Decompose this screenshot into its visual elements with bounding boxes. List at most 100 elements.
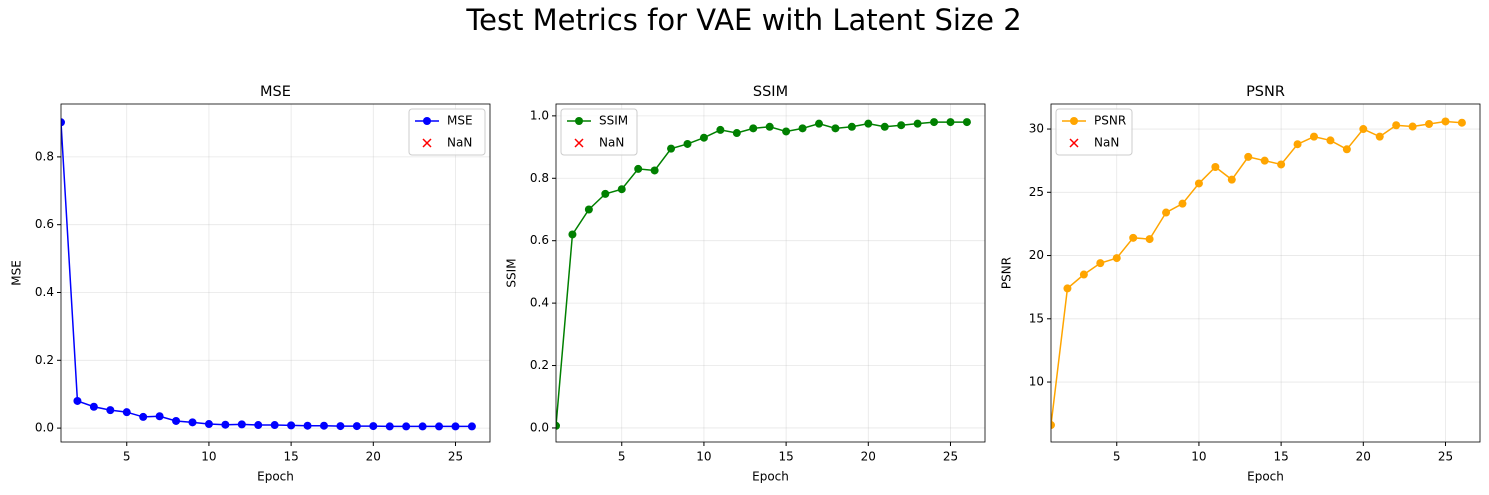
point bbox=[1129, 233, 1138, 242]
legend-label: SSIM bbox=[599, 114, 628, 128]
point bbox=[930, 118, 939, 127]
axes-title: PSNR bbox=[1246, 84, 1285, 100]
y-tick-label: 30 bbox=[1029, 122, 1044, 136]
point bbox=[847, 122, 856, 131]
point bbox=[699, 133, 708, 142]
y-tick-label: 1.0 bbox=[530, 108, 549, 122]
y-tick-label: 0.4 bbox=[35, 285, 54, 299]
axes-frame bbox=[1050, 103, 1481, 443]
legend-marker bbox=[1069, 138, 1079, 148]
legend-label: MSE bbox=[447, 114, 473, 128]
x-axis-label: Epoch bbox=[1247, 470, 1284, 484]
y-tick-label: 0.2 bbox=[530, 358, 549, 372]
point bbox=[418, 422, 427, 431]
point bbox=[287, 421, 296, 430]
y-tick-label: 0.2 bbox=[35, 353, 54, 367]
x-tick-label: 25 bbox=[448, 450, 463, 464]
point bbox=[467, 422, 476, 431]
point bbox=[962, 118, 971, 127]
point bbox=[1145, 235, 1154, 244]
point bbox=[732, 129, 741, 138]
point bbox=[1326, 136, 1335, 145]
y-tick-label: 0.0 bbox=[35, 421, 54, 435]
point bbox=[1112, 254, 1121, 263]
point bbox=[402, 422, 411, 431]
point bbox=[1096, 259, 1105, 268]
point bbox=[864, 119, 873, 128]
point bbox=[155, 412, 164, 421]
x-tick-label: 20 bbox=[1356, 450, 1371, 464]
point bbox=[667, 144, 676, 153]
point bbox=[1408, 122, 1417, 131]
point bbox=[946, 118, 955, 127]
x-axis-label: Epoch bbox=[257, 470, 294, 484]
legend-label: NaN bbox=[1094, 136, 1119, 150]
x-tick-label: 20 bbox=[366, 450, 381, 464]
axes-frame bbox=[555, 103, 986, 443]
point bbox=[1051, 421, 1055, 430]
legend-marker bbox=[422, 138, 432, 148]
point bbox=[601, 189, 610, 198]
point bbox=[782, 127, 791, 136]
point bbox=[73, 396, 82, 405]
x-tick-label: 15 bbox=[1273, 450, 1288, 464]
point bbox=[352, 422, 361, 431]
point bbox=[369, 422, 378, 431]
point bbox=[122, 408, 131, 417]
line bbox=[61, 122, 472, 428]
x-tick-label: 20 bbox=[861, 450, 876, 464]
point bbox=[1194, 179, 1203, 188]
point bbox=[451, 422, 460, 431]
point bbox=[1441, 117, 1450, 126]
axes-title: MSE bbox=[260, 84, 291, 100]
y-tick-label: 25 bbox=[1029, 185, 1044, 199]
point bbox=[303, 421, 312, 430]
y-tick-label: 15 bbox=[1029, 311, 1044, 325]
point bbox=[1457, 118, 1466, 127]
point bbox=[336, 422, 345, 431]
point bbox=[319, 421, 328, 430]
x-tick-label: 15 bbox=[283, 450, 298, 464]
point bbox=[1277, 160, 1286, 169]
point bbox=[385, 422, 394, 431]
point bbox=[1293, 140, 1302, 149]
legend-marker bbox=[1070, 117, 1078, 125]
point bbox=[716, 125, 725, 134]
x-tick-label: 15 bbox=[778, 450, 793, 464]
legend-label: NaN bbox=[447, 136, 472, 150]
point bbox=[270, 421, 279, 430]
point bbox=[1244, 152, 1253, 161]
point bbox=[1392, 121, 1401, 130]
legend-marker bbox=[423, 117, 431, 125]
x-axis-label: Epoch bbox=[752, 470, 789, 484]
point bbox=[568, 230, 577, 239]
point bbox=[1079, 270, 1088, 279]
figure-title: Test Metrics for VAE with Latent Size 2 bbox=[465, 3, 1021, 37]
point bbox=[1178, 199, 1187, 208]
y-tick-label: 10 bbox=[1029, 375, 1044, 389]
line bbox=[1051, 120, 1462, 426]
point bbox=[617, 185, 626, 194]
point bbox=[1162, 208, 1171, 217]
point bbox=[237, 420, 246, 429]
point bbox=[1375, 132, 1384, 141]
x-tick-label: 5 bbox=[618, 450, 626, 464]
y-tick-label: 20 bbox=[1029, 248, 1044, 262]
point bbox=[584, 205, 593, 214]
point bbox=[765, 122, 774, 131]
y-tick-label: 0.6 bbox=[530, 233, 549, 247]
x-tick-label: 10 bbox=[201, 450, 216, 464]
y-tick-label: 0.8 bbox=[35, 149, 54, 163]
point bbox=[435, 422, 444, 431]
point bbox=[1211, 162, 1220, 171]
point bbox=[172, 416, 181, 425]
x-tick-label: 5 bbox=[123, 450, 131, 464]
plot-area bbox=[61, 118, 476, 431]
point bbox=[1342, 145, 1351, 154]
point bbox=[1309, 132, 1318, 141]
x-tick-label: 10 bbox=[1191, 450, 1206, 464]
point bbox=[106, 406, 115, 415]
point bbox=[1260, 156, 1269, 165]
y-tick-label: 0.4 bbox=[530, 296, 549, 310]
